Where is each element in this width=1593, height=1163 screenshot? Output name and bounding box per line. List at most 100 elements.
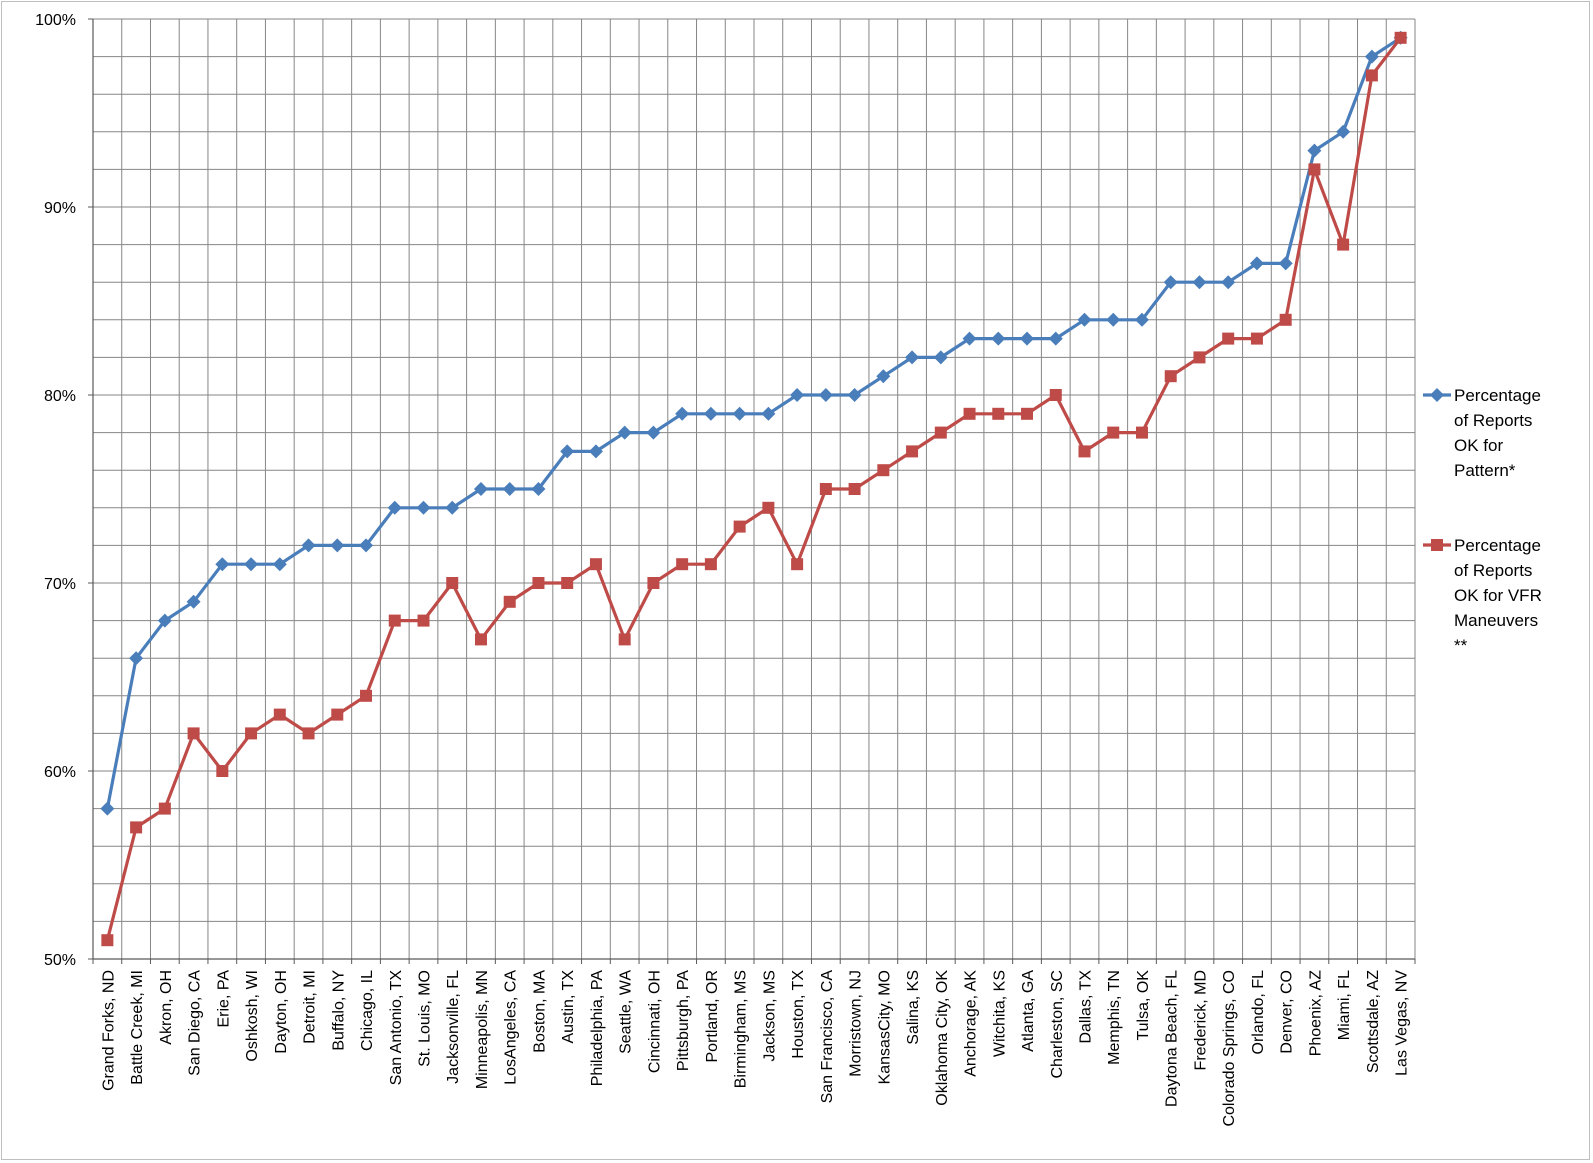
data-point xyxy=(906,445,919,458)
data-point xyxy=(445,500,460,515)
data-point xyxy=(1365,69,1378,82)
x-tick-label: Cincinnati, OH xyxy=(646,970,663,1073)
data-point xyxy=(130,821,143,834)
data-point xyxy=(848,483,861,495)
data-point xyxy=(703,406,718,421)
series-2 xyxy=(101,31,1407,947)
data-point xyxy=(301,538,316,553)
x-tick-label: Chicago, IL xyxy=(359,970,376,1051)
data-point xyxy=(186,594,201,609)
legend-entry-2: Percentage of Reports OK for VFR Maneuvers *… xyxy=(1423,536,1542,655)
data-point xyxy=(847,388,862,402)
x-tick-label: Dallas, TX xyxy=(1078,970,1095,1044)
legend-label: Percentage of Reports OK for Pattern* xyxy=(1454,386,1541,480)
data-point xyxy=(933,350,948,365)
x-tick-label: San Francisco, CA xyxy=(819,970,836,1104)
data-point xyxy=(732,406,747,421)
legend-marker xyxy=(1431,539,1443,551)
data-point xyxy=(388,614,401,627)
data-point xyxy=(158,802,171,815)
data-point xyxy=(1222,332,1235,345)
data-point xyxy=(531,482,546,496)
x-tick-label: Colorado Springs, CO xyxy=(1221,970,1238,1127)
data-point xyxy=(1193,351,1206,364)
x-tick-label: Phoenix, AZ xyxy=(1307,970,1324,1057)
data-point xyxy=(1020,331,1035,346)
data-point xyxy=(1077,312,1092,327)
data-point xyxy=(762,501,775,514)
x-tick-label: Oklahoma City, OK xyxy=(934,970,951,1106)
legend-marker xyxy=(1430,388,1444,402)
data-point xyxy=(761,406,776,421)
x-axis: Grand Forks, ND Battle Creek, MI Akron, OH… xyxy=(100,970,1410,1127)
data-point xyxy=(215,557,230,572)
data-point xyxy=(617,425,632,440)
y-tick-label: 90% xyxy=(44,200,76,217)
series-layer xyxy=(100,30,1408,947)
x-tick-label: Pittsburgh, PA xyxy=(675,970,692,1071)
data-point xyxy=(876,369,891,384)
data-point xyxy=(647,577,660,589)
data-point xyxy=(1249,256,1264,271)
x-tick-label: Seattle, WA xyxy=(618,970,635,1054)
data-point xyxy=(532,577,545,589)
data-point xyxy=(359,538,374,553)
data-point xyxy=(963,407,976,420)
data-point xyxy=(387,500,402,515)
x-tick-label: Philadelphia, PA xyxy=(589,970,606,1087)
data-point xyxy=(1336,124,1351,139)
x-tick-label: Charleston, SC xyxy=(1049,970,1066,1079)
data-point xyxy=(1364,49,1379,64)
grid xyxy=(92,18,1416,960)
data-point xyxy=(473,482,488,496)
data-point xyxy=(244,557,259,572)
x-tick-label: Salina, KS xyxy=(905,970,922,1045)
x-tick-label: San Diego, CA xyxy=(187,970,204,1076)
legend: Percentage of Reports OK for Pattern* Percen… xyxy=(1423,386,1542,655)
x-tick-label: Daytona Beach, FL xyxy=(1164,970,1181,1107)
data-point xyxy=(877,464,890,477)
x-tick-label: Atlanta, GA xyxy=(1020,970,1037,1052)
series-1 xyxy=(100,30,1408,816)
data-point xyxy=(187,727,200,740)
data-point xyxy=(302,727,315,740)
data-point xyxy=(790,388,805,402)
x-tick-label: Austin, TX xyxy=(560,970,577,1044)
data-point xyxy=(1337,238,1350,251)
x-tick-label: Erie, PA xyxy=(215,970,232,1028)
data-point xyxy=(588,444,603,459)
data-point xyxy=(129,651,144,666)
data-point xyxy=(417,614,430,627)
data-point xyxy=(1164,370,1177,383)
data-point xyxy=(1049,389,1062,401)
x-tick-label: Memphis, TN xyxy=(1106,970,1123,1065)
data-point xyxy=(1308,163,1321,176)
data-point xyxy=(561,577,574,589)
data-point xyxy=(331,708,344,721)
data-point xyxy=(1021,407,1034,420)
x-tick-label: Las Vegas, NV xyxy=(1394,970,1411,1076)
data-point xyxy=(1078,445,1091,458)
x-tick-label: Tulsa, OK xyxy=(1135,970,1152,1041)
data-point xyxy=(1279,313,1292,326)
data-point xyxy=(704,558,717,571)
x-tick-label: St. Louis, MO xyxy=(417,970,434,1067)
data-point xyxy=(905,350,920,365)
x-tick-label: Oshkosh, WI xyxy=(244,970,261,1062)
series-line xyxy=(105,36,1402,941)
data-point xyxy=(360,689,373,702)
data-point xyxy=(474,633,487,646)
x-tick-label: Orlando, FL xyxy=(1250,970,1267,1055)
x-tick-label: Minneapolis, MN xyxy=(474,970,491,1089)
series-line xyxy=(105,36,1402,809)
y-tick-label: 100% xyxy=(35,12,76,29)
data-point xyxy=(1163,275,1178,290)
x-tick-label: Grand Forks, ND xyxy=(100,970,117,1091)
data-point xyxy=(1107,426,1120,439)
data-point xyxy=(100,801,115,816)
x-tick-label: Detroit, MI xyxy=(302,970,319,1044)
x-tick-label: Jackson, MS xyxy=(761,970,778,1062)
x-tick-label: Scottsdale, AZ xyxy=(1365,970,1382,1073)
data-point xyxy=(992,407,1005,420)
